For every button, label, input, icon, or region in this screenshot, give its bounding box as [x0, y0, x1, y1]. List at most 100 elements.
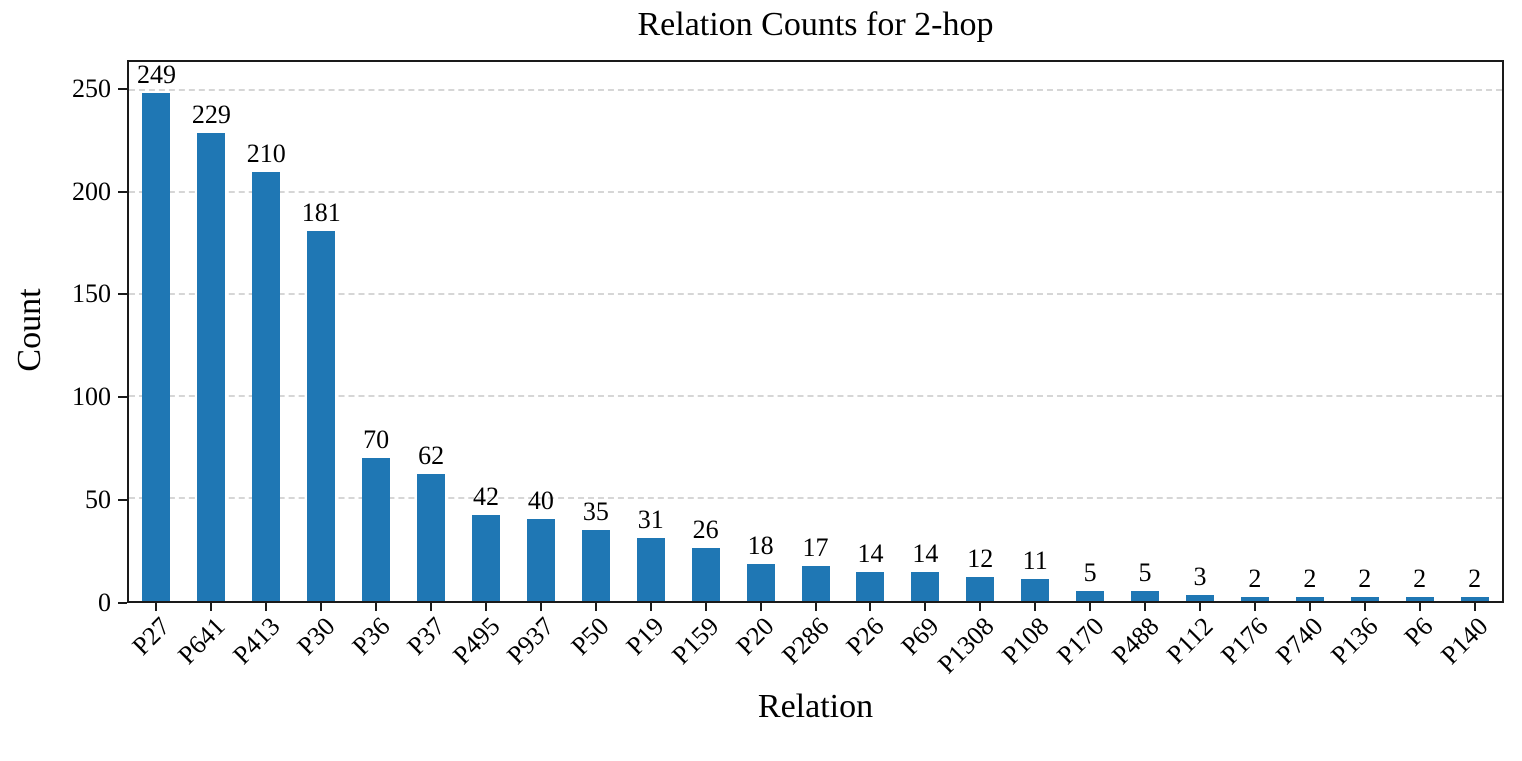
x-tick-label-P36: P36 [346, 611, 396, 661]
y-tick-label: 0 [98, 588, 111, 617]
x-tick-label-P108: P108 [995, 611, 1055, 670]
y-tick-label: 50 [85, 485, 111, 515]
bar-column-P50: 35 P50 [566, 62, 623, 661]
y-tick-mark [118, 190, 127, 193]
bar-column-P488: 5 P488 [1106, 62, 1173, 670]
bar-column-P1308: 12 P1308 [932, 62, 1008, 679]
bar-P170 [1076, 590, 1105, 601]
x-tick-mark [759, 602, 762, 611]
gridline-y-50 [129, 496, 1502, 499]
bar-P27 [142, 92, 171, 601]
bar-P488 [1131, 590, 1160, 601]
x-tick-label-P937: P937 [501, 611, 561, 670]
y-tick-mark [118, 87, 127, 90]
bar-P108 [1021, 578, 1050, 601]
gridline-y-150 [129, 292, 1502, 295]
bar-value-label: 5 [1138, 557, 1152, 587]
x-tick-label-P50: P50 [565, 611, 615, 661]
x-tick-label-P413: P413 [227, 611, 286, 670]
bar-P937 [526, 519, 555, 601]
bar-value-label: 3 [1193, 561, 1207, 591]
x-tick-mark [1418, 602, 1421, 611]
x-tick-label-P740: P740 [1270, 611, 1329, 670]
bar-column-P140: 2 P140 [1435, 62, 1502, 669]
x-tick-label-P488: P488 [1105, 611, 1165, 670]
x-tick-mark [320, 602, 323, 611]
bar-column-P176: 2 P176 [1216, 62, 1282, 669]
bar-P140 [1460, 596, 1489, 601]
y-tick-mark [118, 499, 127, 502]
y-tick-mark [118, 396, 127, 399]
bar-value-label: 14 [857, 539, 884, 569]
x-tick-label-P159: P159 [666, 611, 725, 670]
bar-column-P159: 26 P159 [666, 62, 733, 669]
bar-column-P26: 14 P26 [840, 62, 898, 661]
x-tick-mark [484, 602, 487, 611]
bar-P37 [417, 474, 446, 601]
x-tick-label-P140: P140 [1435, 611, 1494, 670]
bar-P30 [307, 231, 336, 601]
bar-value-label: 14 [912, 539, 939, 569]
bar-P1308 [966, 576, 995, 601]
x-tick-mark [430, 602, 433, 611]
bar-P159 [691, 547, 720, 601]
gridline-y-100 [129, 394, 1502, 397]
bar-column-P108: 11 P108 [996, 62, 1063, 670]
bar-value-label: 210 [246, 139, 286, 169]
bar-value-label: 70 [363, 425, 390, 455]
x-tick-mark [265, 602, 268, 611]
bar-P69 [911, 572, 940, 601]
bar-P176 [1240, 596, 1269, 601]
bar-P413 [252, 172, 281, 601]
x-tick-label-P19: P19 [620, 611, 670, 661]
x-tick-mark [1253, 602, 1256, 611]
x-tick-mark [594, 602, 597, 611]
y-tick-label: 250 [72, 73, 111, 103]
plot-area: 249 P27 229 P641 210 P413 181 P30 70 P36 62 P37 42 P4… [126, 60, 1504, 679]
x-tick-mark [1144, 602, 1147, 611]
x-tick-label-P27: P27 [126, 611, 176, 661]
x-tick-mark [814, 602, 817, 611]
bar-column-P36: 70 P36 [346, 62, 404, 661]
y-axis: 0 50 100 150 200 250 [0, 60, 127, 616]
x-tick-mark [1089, 602, 1092, 611]
x-axis-label: Relation [757, 688, 874, 725]
bar-column-P20: 18 P20 [731, 62, 788, 661]
y-tick-label: 200 [72, 176, 111, 206]
x-tick-label-P20: P20 [730, 611, 780, 661]
gridline-y-250 [129, 88, 1502, 91]
x-tick-mark [1363, 602, 1366, 611]
x-tick-label-P112: P112 [1161, 611, 1220, 670]
bar-column-P30: 181 P30 [291, 62, 349, 661]
x-tick-mark [1308, 602, 1311, 611]
x-tick-label-P30: P30 [291, 611, 341, 661]
bar-value-label: 12 [967, 543, 994, 573]
bar-value-label: 42 [472, 482, 499, 512]
bar-P50 [581, 529, 610, 601]
bar-column-P286: 17 P286 [776, 62, 843, 670]
bar-column-P413: 210 P413 [227, 62, 294, 670]
x-tick-mark [375, 602, 378, 611]
x-tick-label-P1308: P1308 [931, 611, 1000, 680]
bar-column-P740: 2 P740 [1271, 62, 1337, 669]
x-tick-label-P136: P136 [1325, 611, 1384, 670]
y-tick-mark [118, 293, 127, 296]
bar-value-label: 17 [802, 533, 829, 563]
bar-value-label: 11 [1022, 545, 1048, 575]
x-tick-mark [979, 602, 982, 611]
bar-value-label: 2 [1248, 563, 1262, 593]
bar-P6 [1405, 596, 1434, 601]
y-tick-label: 100 [72, 382, 111, 412]
bar-value-label: 2 [1413, 563, 1427, 593]
bar-value-label: 2 [1468, 563, 1482, 593]
bar-P36 [362, 458, 391, 601]
bar-P136 [1350, 596, 1379, 601]
bar-P286 [801, 566, 830, 601]
bar-column-P136: 2 P136 [1326, 62, 1392, 669]
x-tick-mark [539, 602, 542, 611]
bar-value-label: 2 [1303, 563, 1317, 593]
bar-P26 [856, 572, 885, 601]
bar-value-label: 26 [692, 514, 719, 544]
bar-value-label: 40 [527, 486, 554, 516]
x-tick-mark [1198, 602, 1201, 611]
